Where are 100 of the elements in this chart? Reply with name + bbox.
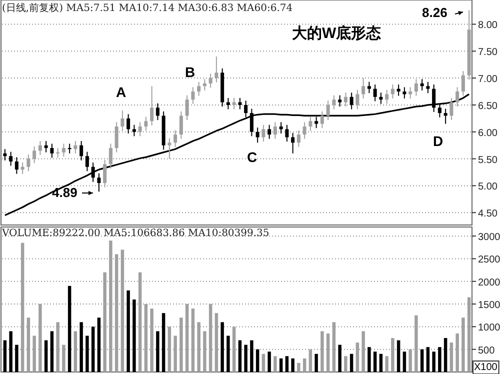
bar <box>344 356 348 372</box>
candlestick <box>97 172 101 192</box>
bar <box>262 354 266 372</box>
bar <box>373 352 377 372</box>
y-tick-label: 3000 <box>478 232 500 244</box>
candlestick <box>279 122 283 134</box>
candlestick <box>62 143 66 158</box>
bar <box>297 362 300 372</box>
bar <box>426 347 430 372</box>
candlestick <box>250 108 254 137</box>
candlestick <box>3 148 7 161</box>
bar <box>238 340 242 372</box>
bar <box>244 344 248 372</box>
y-tick-label: 8.00 <box>478 20 498 32</box>
candlestick <box>373 84 377 102</box>
bar <box>250 340 254 372</box>
candlestick <box>226 97 230 110</box>
bar <box>444 338 448 372</box>
bar <box>50 331 54 372</box>
bar <box>274 356 277 372</box>
candlestick <box>38 140 42 156</box>
y-tick-label: 500 <box>478 345 496 356</box>
candlestick <box>74 140 78 154</box>
bar <box>256 349 260 372</box>
annotation: A <box>116 84 126 100</box>
candlestick <box>420 78 424 91</box>
candlestick <box>402 86 406 100</box>
candlestick <box>408 86 412 100</box>
bar <box>285 356 289 372</box>
candlestick <box>244 100 248 118</box>
annotation: B <box>185 64 196 80</box>
candlestick <box>256 127 260 144</box>
candlestick <box>197 81 201 96</box>
candlestick <box>390 84 394 100</box>
bar <box>432 352 436 372</box>
bar <box>3 340 7 372</box>
candlestick <box>285 124 289 142</box>
annotation: 大的W底形态 <box>292 24 382 42</box>
y-tick-label: 2500 <box>478 254 500 266</box>
y-tick-label: 7.50 <box>478 47 498 58</box>
bar <box>385 356 388 372</box>
chart-title: VOLUME:89222.00 MA5:106683.86 MA10:80399.35 <box>1 228 270 239</box>
annotation: 8.26 <box>422 5 448 20</box>
bar <box>338 344 342 372</box>
candlestick <box>438 102 442 118</box>
bar <box>279 358 283 372</box>
bar <box>162 313 166 372</box>
bar <box>420 349 424 372</box>
bar <box>396 340 400 372</box>
bar <box>80 322 83 372</box>
chart-title: (日线,前复权) MA5:7.51 MA10:7.14 MA30:6.83 MA60:6.74 <box>2 2 293 14</box>
candlestick <box>156 102 160 121</box>
annotation: 4.89 <box>52 185 78 200</box>
bar <box>268 352 271 372</box>
bar <box>44 340 48 372</box>
y-tick-label: 5.50 <box>478 154 498 166</box>
candlestick <box>308 116 312 132</box>
y-tick-label: 7.00 <box>478 74 498 86</box>
bar <box>97 318 101 372</box>
y-tick-label: 2000 <box>478 277 500 288</box>
candlestick <box>91 162 95 182</box>
candlestick <box>350 92 354 110</box>
candlestick <box>367 81 371 94</box>
candlestick <box>9 151 13 166</box>
bar <box>91 326 95 372</box>
candlestick <box>320 110 324 129</box>
bar <box>86 336 89 372</box>
candlestick <box>126 114 130 134</box>
candlestick <box>426 81 430 94</box>
annotation: D <box>433 133 444 149</box>
candlestick <box>268 124 272 140</box>
bar <box>9 331 12 372</box>
bar <box>132 300 136 372</box>
bar <box>68 286 72 372</box>
bar <box>438 347 442 372</box>
candlestick <box>132 124 136 137</box>
candlestick <box>396 84 400 96</box>
bar <box>402 352 406 372</box>
bar <box>15 344 18 372</box>
candlestick <box>238 97 242 110</box>
bar <box>226 336 230 372</box>
candlestick <box>44 140 48 153</box>
candlestick <box>20 162 24 174</box>
candlestick <box>379 92 383 104</box>
candlestick <box>85 151 89 172</box>
candlestick <box>291 132 295 154</box>
bar <box>156 331 160 372</box>
bar <box>368 347 371 372</box>
candlestick <box>444 108 448 124</box>
y-tick-label: 5.00 <box>478 182 498 193</box>
bar <box>220 322 224 372</box>
candlestick <box>314 116 318 129</box>
candlestick <box>56 148 60 158</box>
y-tick-label: 4.50 <box>478 208 498 220</box>
bar <box>291 358 294 372</box>
bar <box>379 354 383 372</box>
candlestick <box>50 143 54 158</box>
annotation: C <box>247 149 258 165</box>
candlestick <box>68 143 72 154</box>
bar <box>350 354 354 372</box>
